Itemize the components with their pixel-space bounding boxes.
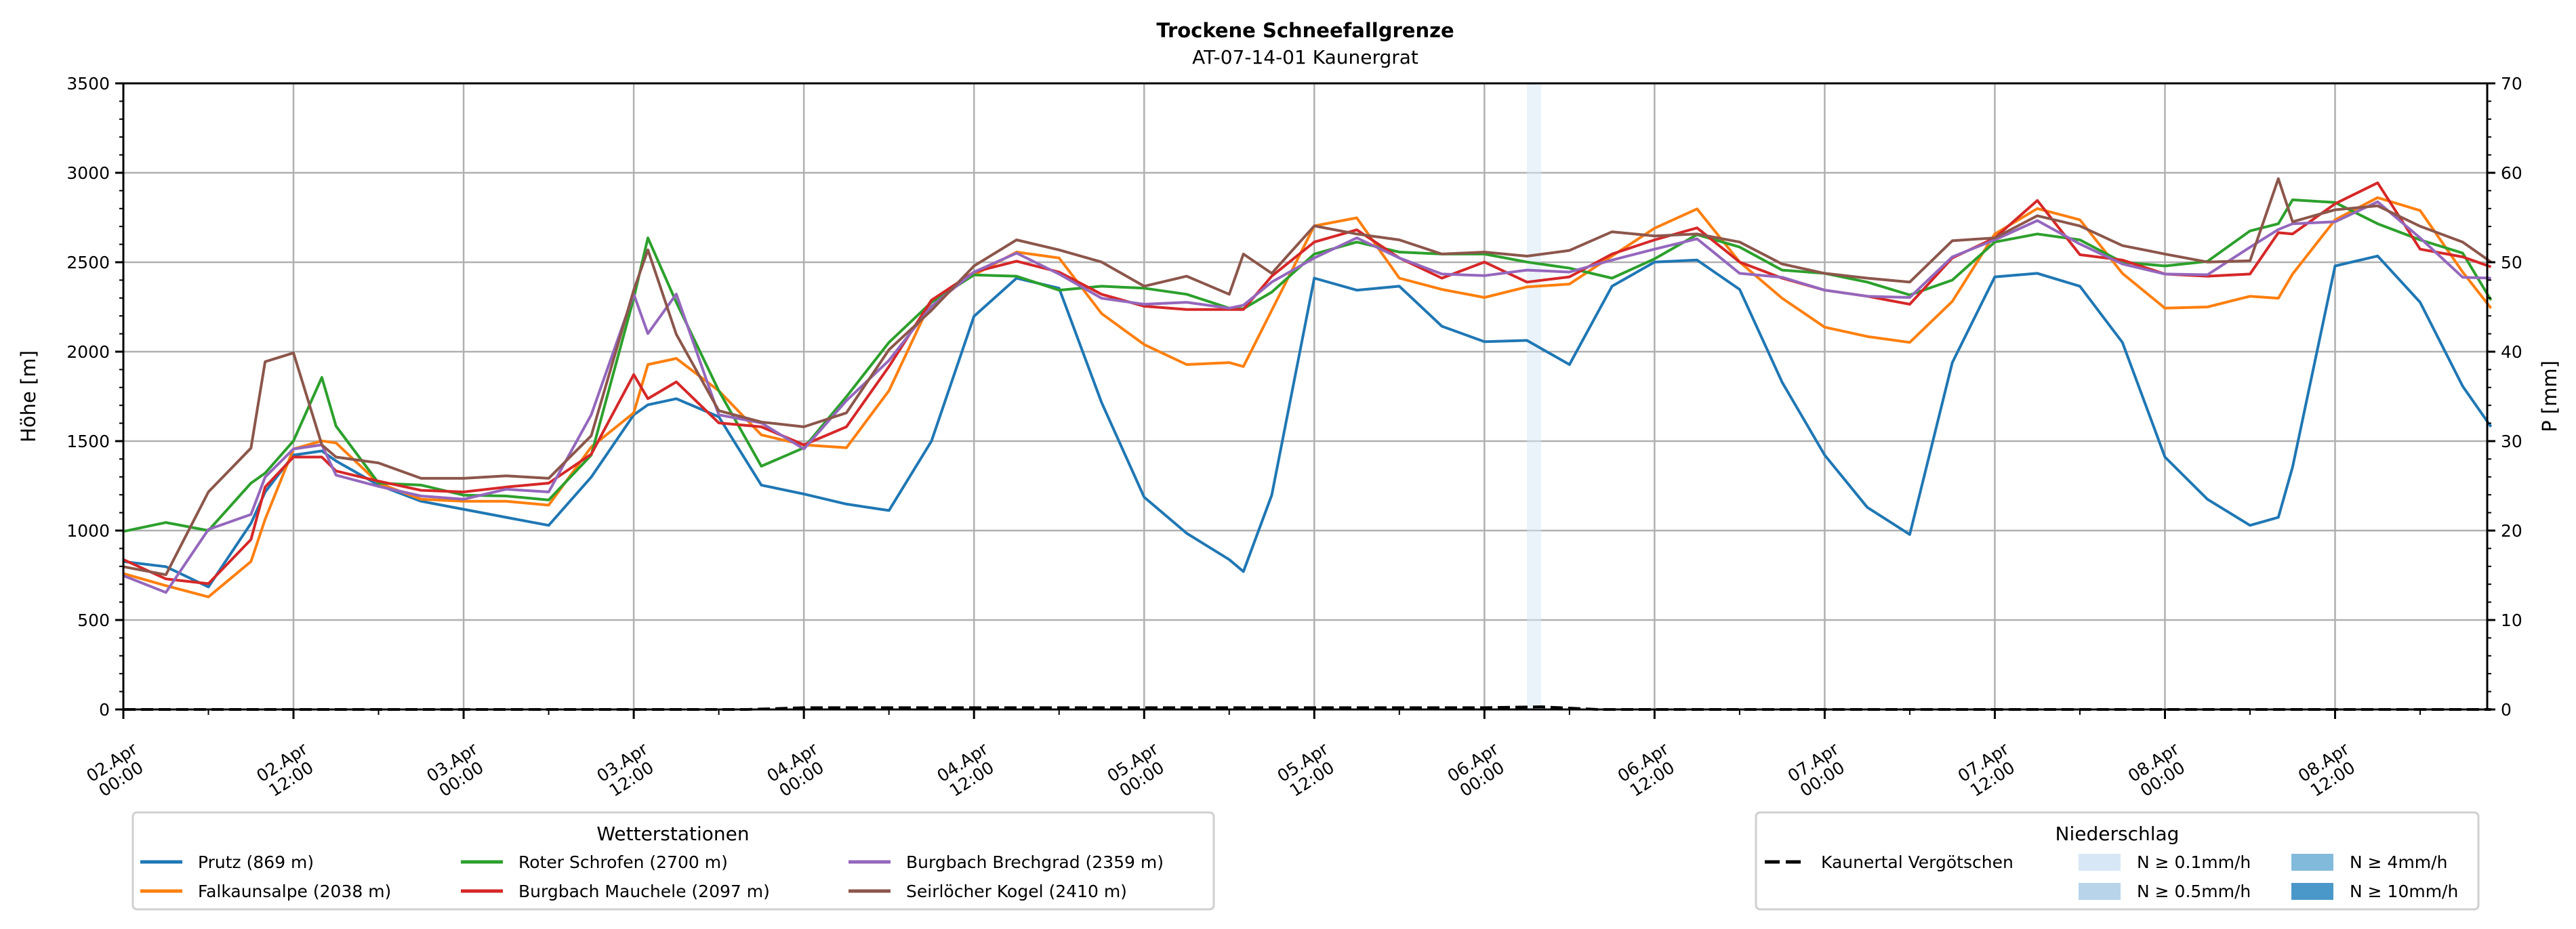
- precip-class-swatch: [2291, 883, 2333, 900]
- series-line-seirl-cher-kogel: [123, 177, 2492, 577]
- y-right-tick-label: 10: [2501, 611, 2522, 630]
- grid: [123, 82, 2487, 711]
- legend-label: Prutz (869 m): [198, 852, 314, 872]
- y-tick-label: 2000: [66, 342, 110, 362]
- legend-label: Burgbach Mauchele (2097 m): [518, 882, 770, 901]
- legend-label: Roter Schrofen (2700 m): [518, 852, 728, 872]
- legend-label: Falkaunsalpe (2038 m): [198, 882, 391, 901]
- y-axis-label-right: P [mm]: [2538, 360, 2561, 432]
- chart-title: Trockene Schneefallgrenze: [1156, 19, 1454, 42]
- legend-precip-title: Niederschlag: [2056, 823, 2180, 845]
- precip-shade-band: [1527, 83, 1541, 709]
- y-right-tick-label: 0: [2501, 700, 2512, 720]
- y-right-tick-label: 70: [2501, 74, 2522, 94]
- y-right-tick-label: 20: [2501, 521, 2522, 541]
- y-right-tick-label: 50: [2501, 253, 2522, 272]
- y-tick-label: 2500: [66, 253, 110, 272]
- y-tick-label: 3500: [66, 74, 110, 94]
- precip-class-swatch: [2079, 854, 2121, 871]
- y-right-tick-label: 40: [2501, 342, 2522, 362]
- precip-class-label: N ≥ 0.5mm/h: [2137, 882, 2251, 901]
- precip-class-label: N ≥ 10mm/h: [2350, 882, 2458, 901]
- legend-label: Burgbach Brechgrad (2359 m): [906, 852, 1164, 872]
- axis-ticks: 0 500 1000 1500 2000 2500 3000 3500 0 10 20 30 40 50 6…: [66, 74, 2522, 801]
- legend-stations-title: Wetterstationen: [596, 823, 749, 845]
- y-tick-label: 3000: [66, 163, 110, 183]
- precip-class-label: N ≥ 0.1mm/h: [2137, 852, 2251, 872]
- precip-class-swatch: [2079, 883, 2121, 900]
- y-right-tick-label: 60: [2501, 163, 2522, 183]
- legend-precip: Niederschlag Kaunertal Vergötschen N ≥ 0…: [1755, 811, 2480, 911]
- legend-precip-station: Kaunertal Vergötschen: [1821, 852, 2013, 872]
- series-line-prutz: [123, 254, 2493, 589]
- series-lines: [123, 177, 2493, 711]
- plot-frame: [122, 82, 2489, 711]
- y-right-tick-label: 30: [2501, 432, 2522, 451]
- precip-class-swatch: [2291, 854, 2333, 871]
- y-axis-label: Höhe [m]: [17, 350, 40, 442]
- y-tick-label: 0: [99, 700, 110, 720]
- y-tick-label: 500: [77, 611, 110, 630]
- precip-class-label: N ≥ 4mm/h: [2350, 852, 2447, 872]
- series-line-burgbach-brechgrad: [123, 200, 2491, 594]
- chart-subtitle: AT-07-14-01 Kaunergrat: [1192, 46, 1418, 68]
- legend-label: Seirlöcher Kogel (2410 m): [906, 882, 1127, 901]
- precip-shading: [1527, 83, 1541, 709]
- legend-stations: Wetterstationen Prutz (869 m) Falkaunsalp…: [131, 811, 1215, 911]
- series-line-falkaunsalpe: [123, 196, 2493, 598]
- y-tick-label: 1000: [66, 521, 110, 541]
- y-tick-label: 1500: [66, 432, 110, 451]
